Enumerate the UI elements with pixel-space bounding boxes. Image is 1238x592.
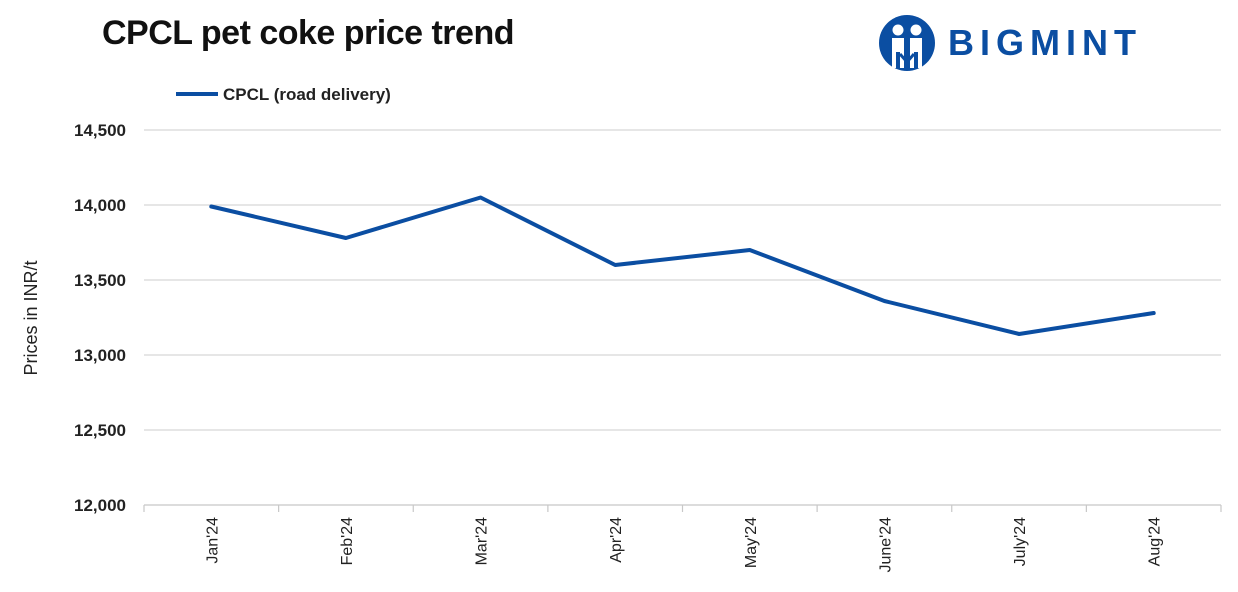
bigmint-logo: BIGMINT (878, 14, 1198, 74)
series-line (209, 195, 1156, 336)
series-group (209, 195, 1156, 336)
legend-label: CPCL (road delivery) (223, 85, 391, 104)
x-tick-label: Apr'24 (608, 517, 625, 563)
y-axis-ticks: 12,000 12,500 13,000 13,500 14,000 14,500 (74, 121, 126, 515)
y-axis-label: Prices in INR/t (21, 260, 41, 375)
y-tick-label: 13,500 (74, 271, 126, 290)
x-tick-label: Feb'24 (339, 517, 356, 566)
x-tick-label: May'24 (743, 517, 760, 568)
y-tick-label: 13,000 (74, 346, 126, 365)
x-tick-label: July'24 (1012, 517, 1029, 566)
y-tick-label: 12,000 (74, 496, 126, 515)
legend: CPCL (road delivery) (176, 85, 391, 104)
chart-title: CPCL pet coke price trend (102, 14, 515, 52)
x-axis (143, 504, 1222, 512)
y-tick-label: 14,500 (74, 121, 126, 140)
two-figures-circle-icon (879, 15, 935, 71)
x-tick-label: Jan'24 (204, 517, 221, 564)
x-tick-label: Mar'24 (474, 517, 491, 566)
grid-lines (144, 129, 1221, 431)
x-axis-ticks: Jan'24 Feb'24 Mar'24 Apr'24 May'24 June'24 Jul… (204, 517, 1163, 573)
y-tick-label: 14,000 (74, 196, 126, 215)
y-tick-label: 12,500 (74, 421, 126, 440)
brand-name: BIGMINT (948, 22, 1142, 63)
x-tick-label: June'24 (877, 517, 894, 573)
x-tick-label: Aug'24 (1147, 517, 1164, 566)
